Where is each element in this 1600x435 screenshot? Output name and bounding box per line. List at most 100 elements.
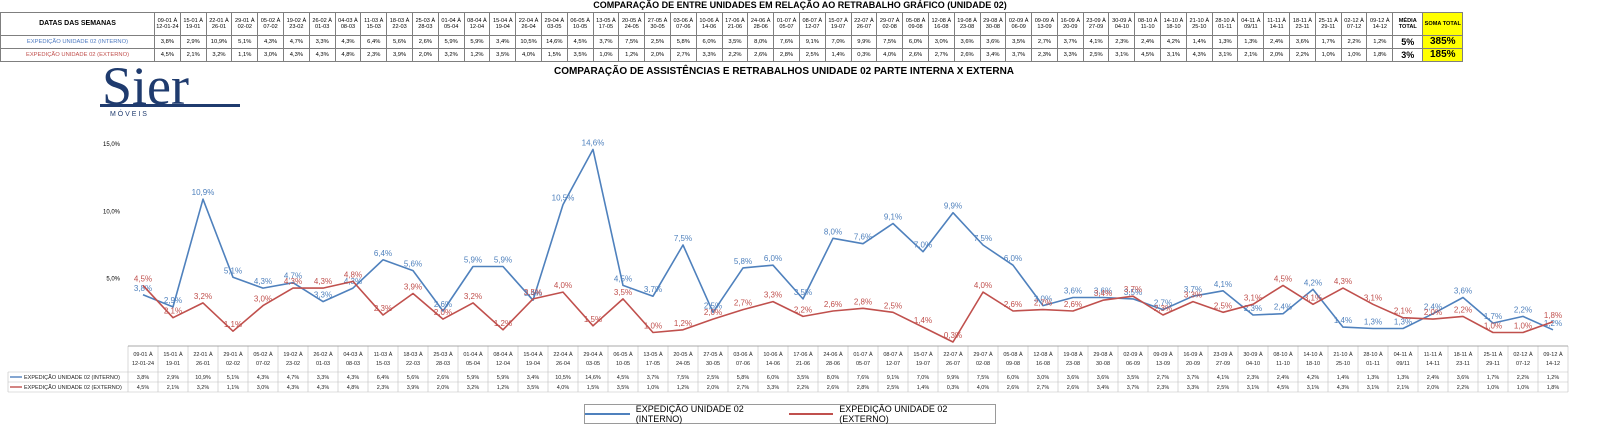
table-value: 10,5% <box>555 375 571 381</box>
table-value: 5,9% <box>497 375 510 381</box>
week-header: 29-04 À 03-05 <box>540 12 568 36</box>
week-header: 30-09 À 04-10 <box>1108 12 1136 36</box>
x-tick-label: 25-11 À <box>1484 351 1503 358</box>
table-value: 6,0% <box>767 375 780 381</box>
x-tick-label: 26-07 <box>946 361 960 367</box>
x-tick-label: 21-06 <box>796 361 810 367</box>
x-tick-label: 23-09 À <box>1213 351 1233 358</box>
table-value: 3,4% <box>1097 385 1110 391</box>
x-tick-label: 20-09 <box>1186 361 1200 367</box>
week-header: 01-04 À 05-04 <box>437 12 465 36</box>
data-label: 1,4% <box>1334 316 1352 325</box>
x-tick-label: 11-03 À <box>374 351 393 358</box>
x-tick-label: 27-09 <box>1216 361 1230 367</box>
data-label: 3,3% <box>314 291 332 300</box>
week-header: 01-07 À 05-07 <box>773 12 800 36</box>
data-label: 3,4% <box>1094 289 1112 298</box>
data-label: 1,1% <box>224 320 242 329</box>
data-label: 3,2% <box>194 292 212 301</box>
x-tick-label: 16-09 À <box>1183 351 1203 358</box>
table-value: 3,0% <box>1037 375 1050 381</box>
x-tick-label: 04-03 À <box>343 351 363 358</box>
table-value: 2,2% <box>1517 375 1530 381</box>
table-value: 1,8% <box>1547 385 1560 391</box>
x-tick-label: 11-10 <box>1276 361 1290 367</box>
data-label: 3,1% <box>1304 293 1322 302</box>
x-tick-label: 22-03 <box>406 361 420 367</box>
table-cell: 4,1% <box>1082 35 1110 49</box>
x-tick-label: 18-03 À <box>403 351 423 358</box>
table-cell: 2,3% <box>1031 48 1058 62</box>
data-label: 9,1% <box>884 212 902 221</box>
x-tick-label: 29-08 À <box>1093 351 1113 358</box>
data-label: 2,6% <box>1064 300 1082 309</box>
table-value: 3,6% <box>1097 375 1110 381</box>
table-cell: 10,5% <box>515 35 542 49</box>
data-label: 1,5% <box>584 315 602 324</box>
data-label: 2,7% <box>734 299 752 308</box>
table-value: 2,5% <box>1217 385 1230 391</box>
table-cell: 4,3% <box>334 35 362 49</box>
data-label: 4,0% <box>974 281 992 290</box>
x-tick-label: 01-11 <box>1366 361 1380 367</box>
row-label: EXPEDIÇÃO UNIDADE 02 (EXTERNO) <box>0 48 155 62</box>
x-tick-label: 02-08 <box>976 361 990 367</box>
table-value: 4,1% <box>1217 375 1230 381</box>
week-header: 19-02 À 23-02 <box>282 12 310 36</box>
table-cell: 3,3% <box>308 35 336 49</box>
week-header: 13-05 À 17-05 <box>592 12 620 36</box>
table-value: 2,4% <box>1427 375 1440 381</box>
data-label: 2,3% <box>374 304 392 313</box>
week-header: 18-11 À 23-11 <box>1289 12 1316 36</box>
table-cell: 14,6% <box>540 35 568 49</box>
x-tick-label: 25-10 <box>1336 361 1350 367</box>
week-header: 18-03 À 22-03 <box>386 12 413 36</box>
table-cell: 3,5% <box>1005 35 1033 49</box>
data-label: 2,4% <box>1424 303 1442 312</box>
x-tick-label: 15-03 <box>376 361 390 367</box>
sum-header: SOMA TOTAL <box>1422 12 1464 36</box>
sum-cell: 385% <box>1422 35 1464 49</box>
data-label: 2,7% <box>1034 299 1052 308</box>
data-label: 5,9% <box>494 256 512 265</box>
data-label: 3,5% <box>524 288 542 297</box>
data-label: 4,8% <box>344 270 362 279</box>
table-value: 1,2% <box>1547 375 1560 381</box>
table-value: 3,1% <box>1247 385 1260 391</box>
table-cell: 2,5% <box>644 35 671 49</box>
week-header: 15-01 À 19-01 <box>179 12 207 36</box>
x-tick-label: 06-09 <box>1126 361 1140 367</box>
table-cell: 3,4% <box>489 35 517 49</box>
data-label: 2,2% <box>1454 305 1472 314</box>
x-tick-label: 15-07 À <box>913 351 933 358</box>
table-value: 3,0% <box>257 385 270 391</box>
data-label: 3,3% <box>1184 291 1202 300</box>
data-label: 3,1% <box>1244 293 1262 302</box>
x-tick-label: 14-06 <box>766 361 780 367</box>
x-tick-label: 09-01 À <box>133 351 153 358</box>
table-value: 2,6% <box>437 375 450 381</box>
x-tick-label: 30-05 <box>706 361 720 367</box>
y-tick-label: 5,0% <box>106 277 120 283</box>
table-value: 4,5% <box>137 385 150 391</box>
data-label: 2,8% <box>854 297 872 306</box>
table-cell: 1,4% <box>1185 35 1213 49</box>
table-cell: 1,8% <box>1366 48 1394 62</box>
x-tick-label: 03-06 À <box>733 351 753 358</box>
data-label: 3,7% <box>1184 285 1202 294</box>
x-tick-label: 13-09 <box>1156 361 1170 367</box>
x-tick-label: 09-12 À <box>1543 351 1563 358</box>
table-value: 3,7% <box>1127 385 1140 391</box>
table-cell: 4,3% <box>257 35 284 49</box>
table-cell: 3,5% <box>721 35 749 49</box>
data-label: 3,4% <box>524 289 542 298</box>
table-value: 2,5% <box>887 385 900 391</box>
table-cell: 1,0% <box>1314 48 1342 62</box>
table-value: 2,3% <box>1247 375 1260 381</box>
table-value: 4,3% <box>317 385 330 391</box>
data-label: 1,8% <box>1544 311 1562 320</box>
data-label: 7,6% <box>854 233 872 242</box>
table-value: 4,3% <box>257 375 270 381</box>
data-label: 1,0% <box>644 322 662 331</box>
week-header: 06-05 À 10-05 <box>566 12 594 36</box>
